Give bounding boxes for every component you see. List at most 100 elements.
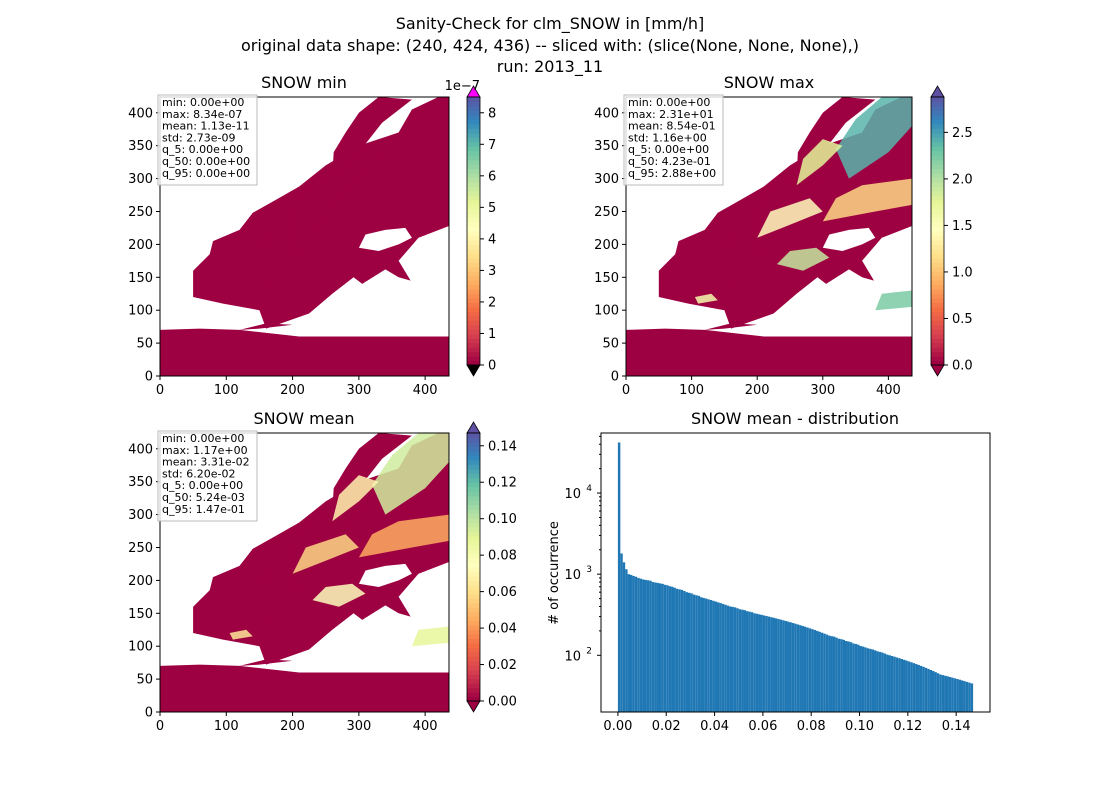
- colorbar-segment: [467, 531, 480, 537]
- histogram-bar: [811, 629, 814, 712]
- colorbar-segment: [467, 593, 480, 599]
- panel-title-distribution: SNOW mean - distribution: [691, 409, 899, 428]
- colorbar-segment: [467, 351, 480, 357]
- land-area: [260, 269, 280, 291]
- y-tick-label: 300: [128, 172, 153, 187]
- colorbar-segment: [467, 356, 480, 362]
- colorbar-segment: [467, 253, 480, 259]
- stats-line: q_95: 2.88e+00: [628, 167, 716, 180]
- colorbar-segment: [467, 199, 480, 205]
- colorbar-tick-label: 0.02: [488, 658, 517, 673]
- histogram-bar: [898, 658, 901, 712]
- y-tick-label: 50: [136, 337, 153, 352]
- colorbar-segment: [467, 549, 480, 555]
- histogram-bar: [881, 652, 884, 712]
- colorbar-segment: [467, 669, 480, 675]
- colorbar-segment: [467, 311, 480, 317]
- histogram-bar: [625, 569, 628, 712]
- histogram-bar: [774, 618, 778, 712]
- histogram-bar: [685, 592, 688, 712]
- colorbar-extend-low: [930, 364, 945, 377]
- hist-y-tick-exponent: 2: [586, 646, 592, 656]
- colorbar-segment: [467, 298, 480, 304]
- snow-region: [835, 97, 912, 179]
- colorbar-segment: [467, 293, 480, 299]
- colorbar-segment: [931, 333, 944, 339]
- x-tick-label: 400: [413, 383, 438, 398]
- colorbar-segment: [467, 172, 480, 178]
- colorbar-segment: [467, 284, 480, 290]
- land-area: [160, 328, 449, 376]
- axes-frame: [625, 96, 913, 377]
- histogram-bar: [915, 664, 918, 712]
- land-area: [239, 659, 293, 666]
- colorbar-segment: [931, 213, 944, 219]
- land-area: [753, 149, 849, 258]
- colorbar-segment: [467, 257, 480, 263]
- histogram-bar: [697, 595, 701, 712]
- histogram-bar: [888, 655, 891, 712]
- y-tick-label: 400: [128, 442, 153, 457]
- histogram-bar: [760, 614, 763, 712]
- colorbar-segment: [467, 190, 480, 196]
- colorbar-segment: [931, 190, 944, 196]
- land-area: [259, 572, 269, 584]
- colorbar-segment: [467, 562, 480, 568]
- colorbar-frame: [930, 96, 945, 366]
- colorbar-segment: [467, 324, 480, 330]
- histogram-bar: [919, 665, 923, 712]
- histogram-bar: [932, 671, 935, 712]
- histogram-bar: [700, 597, 703, 712]
- colorbar-tick-label: 0.10: [488, 512, 517, 527]
- colorbar-segment: [931, 128, 944, 134]
- colorbar-segment: [467, 495, 480, 501]
- figure-title-line-3: run: 2013_11: [497, 57, 603, 77]
- histogram-bar: [903, 659, 906, 712]
- histogram-bar: [707, 599, 710, 712]
- histogram-bar: [661, 583, 664, 712]
- colorbar-tick-label: 1: [488, 327, 496, 342]
- histogram-bar: [784, 620, 788, 712]
- colorbar-segment: [931, 275, 944, 281]
- colorbar-segment: [467, 306, 480, 312]
- land-area: [724, 236, 734, 248]
- colorbar-segment: [467, 678, 480, 684]
- histogram-bar: [733, 607, 737, 712]
- histogram-bar: [695, 595, 698, 712]
- colorbar-offset-label: 1e−7: [445, 79, 480, 94]
- x-tick-label: 100: [679, 383, 704, 398]
- colorbar-segment: [931, 266, 944, 272]
- colorbar-segment: [467, 437, 480, 443]
- colorbar-tick-label: 0.04: [488, 622, 517, 637]
- snow-region: [229, 629, 253, 640]
- histogram-bar: [944, 675, 947, 712]
- colorbar-segment: [467, 580, 480, 586]
- land-area: [160, 664, 449, 712]
- y-tick-label: 250: [594, 205, 619, 220]
- histogram-bar: [750, 612, 754, 712]
- histogram-bar: [779, 619, 783, 712]
- x-tick-label: 300: [810, 383, 835, 398]
- y-tick-label: 250: [128, 205, 153, 220]
- land-area: [332, 97, 412, 176]
- colorbar-segment: [931, 315, 944, 321]
- colorbar-frame: [466, 432, 481, 702]
- histogram-bar: [852, 643, 855, 712]
- colorbar-tick-label: 4: [488, 232, 496, 247]
- histogram-bar: [878, 651, 882, 712]
- histogram-bar: [857, 644, 860, 712]
- sea-area: [358, 563, 412, 587]
- histogram-bar: [678, 589, 681, 712]
- histogram-bars: [617, 442, 974, 712]
- histogram-bar: [820, 632, 824, 712]
- colorbar-segment: [467, 508, 480, 514]
- land-area: [239, 323, 293, 330]
- histogram-bar: [874, 650, 877, 712]
- colorbar-tick-label: 6: [488, 169, 496, 184]
- colorbar-extend-high: [466, 421, 481, 434]
- colorbar-segment: [467, 146, 480, 152]
- colorbar-segment: [467, 651, 480, 657]
- colorbar-tick-label: 0.14: [488, 439, 517, 454]
- hist-x-tick-label: 0.10: [845, 719, 874, 734]
